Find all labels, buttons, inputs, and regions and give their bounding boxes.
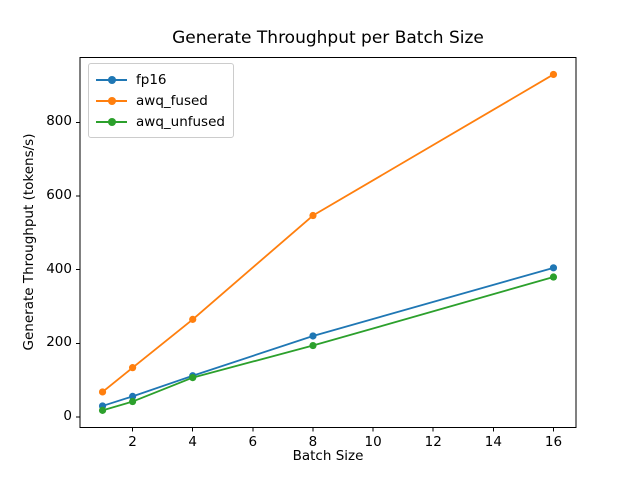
y-tick-label: 800 <box>46 113 72 130</box>
data-point-fp16 <box>549 264 558 272</box>
fp16-line-marker-icon <box>96 75 127 84</box>
x-tick-label: 14 <box>484 433 502 450</box>
awq-fused-line-marker-icon <box>96 96 127 105</box>
data-point-awq_unfused <box>98 406 107 414</box>
legend-item-awq-unfused: awq_unfused <box>96 111 225 132</box>
x-axis-label: Batch Size <box>292 448 364 464</box>
x-tick-label: 16 <box>544 433 563 450</box>
x-tick-label: 10 <box>364 433 382 450</box>
x-tick-label: 6 <box>248 433 258 450</box>
x-tick-label: 2 <box>128 433 137 450</box>
y-tick-label: 600 <box>46 186 72 203</box>
data-point-awq_unfused <box>309 341 317 350</box>
y-tick-label: 200 <box>46 334 72 351</box>
data-point-awq_fused <box>98 388 107 396</box>
data-point-awq_fused <box>309 211 317 220</box>
x-tick-label: 8 <box>308 433 318 450</box>
legend-label: awq_fused <box>136 92 208 109</box>
plot-border <box>79 57 577 428</box>
legend-label: fp16 <box>136 71 167 88</box>
awq-unfused-line-marker-icon <box>96 117 127 126</box>
data-point-awq_unfused <box>189 373 197 382</box>
data-point-awq_fused <box>129 364 137 372</box>
legend-item-awq-fused: awq_fused <box>96 90 225 111</box>
series-line-awq_unfused <box>102 276 554 412</box>
x-tick-label: 12 <box>424 433 442 450</box>
data-point-awq_fused <box>189 315 197 323</box>
y-tick-label: 400 <box>46 260 72 277</box>
x-tick-label: 4 <box>188 433 198 450</box>
legend: fp16 awq_fused awq_unfused <box>88 63 234 138</box>
data-point-fp16 <box>129 392 137 400</box>
data-point-fp16 <box>309 332 317 340</box>
legend-label: awq_unfused <box>136 113 225 130</box>
y-tick-label: 0 <box>63 408 72 424</box>
legend-item-fp16: fp16 <box>96 69 225 90</box>
data-point-awq_unfused <box>549 273 558 281</box>
data-point-awq_unfused <box>129 397 137 406</box>
data-point-awq_fused <box>549 70 558 79</box>
chart-title: Generate Throughput per Batch Size <box>172 28 484 48</box>
